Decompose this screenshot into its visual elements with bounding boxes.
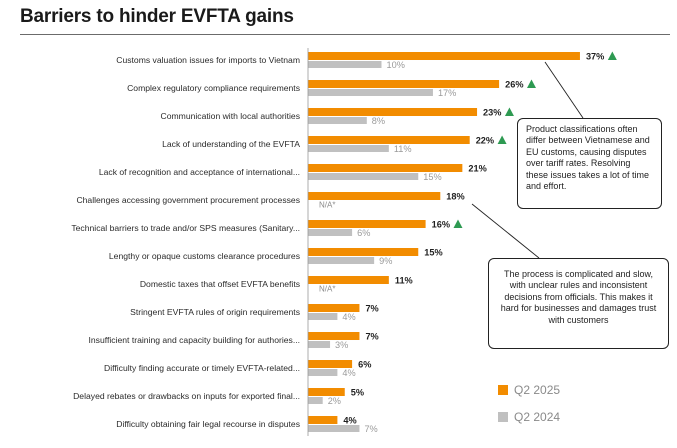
category-label: Lack of recognition and acceptance of in… [99,167,300,177]
bar-q2-2025 [308,80,500,88]
bar-q2-2025 [308,416,338,424]
bar-q2-2025 [308,192,441,200]
category-label: Difficulty finding accurate or timely EV… [104,363,300,373]
value-label-q2-2024: 15% [423,172,441,182]
legend-swatch-q2-2025 [498,385,508,395]
bar-q2-2024 [308,425,360,432]
value-label-q2-2025: 15% [424,248,442,258]
bar-q2-2025 [308,108,478,116]
value-label-q2-2024: 9% [379,256,392,266]
value-label-q2-2025: 21% [468,164,486,174]
legend-label-q2-2024: Q2 2024 [514,410,560,424]
value-label-q2-2024: 6% [357,228,370,238]
bar-q2-2025 [308,136,470,144]
value-label-q2-2025: 23% [483,108,501,118]
bar-q2-2024 [308,229,353,236]
value-label-q2-2025: 26% [505,80,523,90]
category-label: Insufficient training and capacity build… [89,335,300,345]
value-label-q2-2025: 7% [365,332,378,342]
bar-q2-2025 [308,164,463,172]
category-label: Lack of understanding of the EVFTA [162,139,300,149]
category-label: Stringent EVFTA rules of origin requirem… [130,307,300,317]
value-label-q2-2025: 5% [351,388,364,398]
bar-q2-2024 [308,397,323,404]
value-label-q2-2025: 18% [446,192,464,202]
value-label-q2-2025: 37% [586,52,604,62]
category-label: Lengthy or opaque customs clearance proc… [109,251,300,261]
value-label-q2-2024: 4% [342,368,355,378]
value-label-q2-2025: 4% [343,416,356,426]
value-label-q2-2025: 16% [432,220,450,230]
value-label-q2-2024: 3% [335,340,348,350]
increase-triangle-icon [504,107,514,116]
value-label-q2-2025: 7% [365,304,378,314]
value-label-q2-2024: 10% [387,60,405,70]
value-label-q2-2024: 11% [394,144,412,154]
callout-procurement: The process is complicated and slow, wit… [488,258,669,349]
bar-q2-2025 [308,52,580,60]
increase-triangle-icon [453,219,463,228]
bar-q2-2024 [308,145,389,152]
bar-q2-2025 [308,248,419,256]
bar-q2-2025 [308,276,389,284]
bar-q2-2024 [308,61,382,68]
bar-q2-2024 [308,117,367,124]
category-label: Difficulty obtaining fair legal recourse… [116,419,300,429]
increase-triangle-icon [526,79,536,88]
chart-title: Barriers to hinder EVFTA gains [20,6,294,27]
value-label-q2-2024: 4% [342,312,355,322]
bar-q2-2024 [308,313,338,320]
category-label: Domestic taxes that offset EVFTA benefit… [140,279,300,289]
bar-q2-2025 [308,388,345,396]
category-label: Customs valuation issues for imports to … [116,55,300,65]
bar-q2-2024 [308,173,419,180]
callout-2-leader-line [471,203,540,259]
value-label-q2-2025: 11% [395,276,413,286]
bar-q2-2024 [308,257,375,264]
bar-q2-2025 [308,360,353,368]
value-label-q2-2024: 2% [328,396,341,406]
value-label-q2-2024: 8% [372,116,385,126]
category-label: Communication with local authorities [161,111,300,121]
bar-q2-2025 [308,332,360,340]
legend-label-q2-2025: Q2 2025 [514,383,560,397]
value-label-q2-2025: 6% [358,360,371,370]
bar-q2-2024 [308,341,331,348]
bar-q2-2024 [308,89,433,96]
callout-customs-valuation: Product classifications often differ bet… [517,118,662,209]
value-label-q2-2025: 22% [476,136,494,146]
category-label: Technical barriers to trade and/or SPS m… [71,223,300,233]
increase-triangle-icon [607,51,617,60]
category-label: Delayed rebates or drawbacks on inputs f… [73,391,300,401]
value-label-q2-2024-na: N/A* [319,201,335,210]
title-divider [20,34,670,35]
value-label-q2-2024: 17% [438,88,456,98]
bar-q2-2025 [308,220,426,228]
bar-q2-2025 [308,304,360,312]
legend-swatch-q2-2024 [498,412,508,422]
increase-triangle-icon [497,135,507,144]
callout-1-leader-line [544,61,584,119]
category-label: Complex regulatory compliance requiremen… [127,83,300,93]
category-label: Challenges accessing government procurem… [76,195,300,205]
value-label-q2-2024-na: N/A* [319,285,335,294]
bar-q2-2024 [308,369,338,376]
value-label-q2-2024: 7% [364,424,377,434]
